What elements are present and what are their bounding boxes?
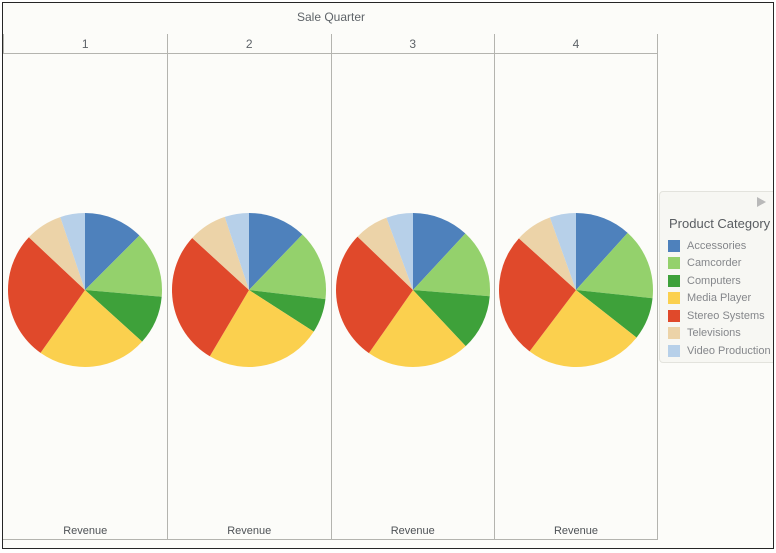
legend-label-video-production: Video Production	[687, 344, 771, 357]
header-left-tick	[3, 34, 4, 54]
pie-slice-computers[interactable]	[412, 290, 490, 347]
facet-header-underline	[3, 53, 658, 54]
pie-slice-accessories[interactable]	[85, 213, 140, 290]
pie-slice-video-production[interactable]	[549, 213, 576, 290]
pie-slice-camcorder[interactable]	[576, 232, 653, 299]
pie-slice-accessories[interactable]	[412, 213, 466, 290]
legend-swatch-media-player	[668, 292, 680, 305]
pie-chart-quarter-1	[8, 213, 163, 367]
pie-slice-media-player[interactable]	[529, 290, 637, 368]
pie-slice-televisions[interactable]	[29, 217, 86, 290]
pie-slice-computers[interactable]	[576, 290, 653, 338]
legend-expander-icon[interactable]	[757, 197, 766, 207]
pie-slice-video-production[interactable]	[386, 213, 413, 290]
legend-label-televisions: Televisions	[687, 327, 741, 340]
legend-label-stereo-systems: Stereo Systems	[687, 309, 765, 322]
plot-bottom-line	[3, 539, 658, 540]
legend-panel: Product Category Accessories Camcorder Com…	[659, 191, 773, 363]
pie-slice-televisions[interactable]	[357, 217, 413, 290]
pie-slice-camcorder[interactable]	[412, 233, 490, 297]
legend-item-accessories[interactable]: Accessories	[668, 237, 747, 252]
facet-label-quarter-3: 3	[409, 37, 417, 51]
pie-slice-media-player[interactable]	[368, 290, 466, 368]
legend-item-video-production[interactable]: Video Production	[668, 342, 771, 357]
legend-swatch-televisions	[668, 327, 680, 340]
axis-label-revenue-quarter-1: Revenue	[63, 525, 108, 537]
legend-item-media-player[interactable]: Media Player	[668, 290, 752, 305]
pie-slice-stereo-systems[interactable]	[8, 237, 86, 353]
legend-item-computers[interactable]: Computers	[668, 272, 741, 287]
pie-slice-stereo-systems[interactable]	[172, 238, 250, 357]
legend-label-camcorder: Camcorder	[687, 257, 742, 270]
axis-label-revenue-quarter-4: Revenue	[553, 525, 599, 537]
pie-slice-accessories[interactable]	[576, 213, 628, 290]
legend-label-media-player: Media Player	[687, 292, 752, 305]
legend-title: Product Category	[669, 216, 771, 231]
pie-chart-quarter-4	[499, 213, 653, 368]
pie-slice-televisions[interactable]	[518, 217, 576, 290]
pie-chart-quarter-2	[172, 213, 327, 368]
pie-slice-camcorder[interactable]	[249, 234, 327, 300]
facet-divider-2	[331, 34, 332, 540]
facet-divider-3	[494, 34, 495, 540]
pie-chart-quarter-3	[335, 213, 490, 368]
legend-label-accessories: Accessories	[687, 239, 747, 252]
pie-slice-media-player[interactable]	[210, 290, 314, 368]
pie-slice-stereo-systems[interactable]	[499, 238, 576, 352]
pie-slice-video-production[interactable]	[225, 213, 250, 290]
pie-slice-televisions[interactable]	[192, 216, 250, 290]
pie-slice-stereo-systems[interactable]	[335, 236, 413, 354]
pie-slice-video-production[interactable]	[60, 213, 86, 290]
pie-slice-camcorder[interactable]	[85, 235, 163, 297]
chart-title: Sale Quarter	[296, 10, 366, 24]
facet-label-quarter-4: 4	[572, 37, 580, 51]
legend-item-stereo-systems[interactable]: Stereo Systems	[668, 307, 765, 322]
legend-swatch-accessories	[668, 239, 680, 252]
legend-item-televisions[interactable]: Televisions	[668, 325, 741, 340]
legend-item-camcorder[interactable]: Camcorder	[668, 255, 742, 270]
axis-label-revenue-quarter-3: Revenue	[390, 525, 435, 537]
pie-slice-computers[interactable]	[249, 290, 326, 332]
facet-divider-1	[167, 34, 168, 540]
legend-swatch-stereo-systems	[668, 309, 680, 322]
pie-slice-media-player[interactable]	[40, 290, 143, 367]
facet-divider-4	[657, 34, 658, 540]
legend-label-computers: Computers	[687, 274, 741, 287]
pie-slice-computers[interactable]	[85, 290, 162, 342]
axis-label-revenue-quarter-2: Revenue	[227, 525, 272, 537]
legend-swatch-camcorder	[668, 257, 680, 270]
legend-swatch-computers	[668, 274, 680, 287]
facet-label-quarter-2: 2	[245, 37, 253, 51]
pie-slice-accessories[interactable]	[249, 213, 303, 290]
legend-swatch-video-production	[668, 344, 680, 357]
facet-label-quarter-1: 1	[81, 37, 89, 51]
